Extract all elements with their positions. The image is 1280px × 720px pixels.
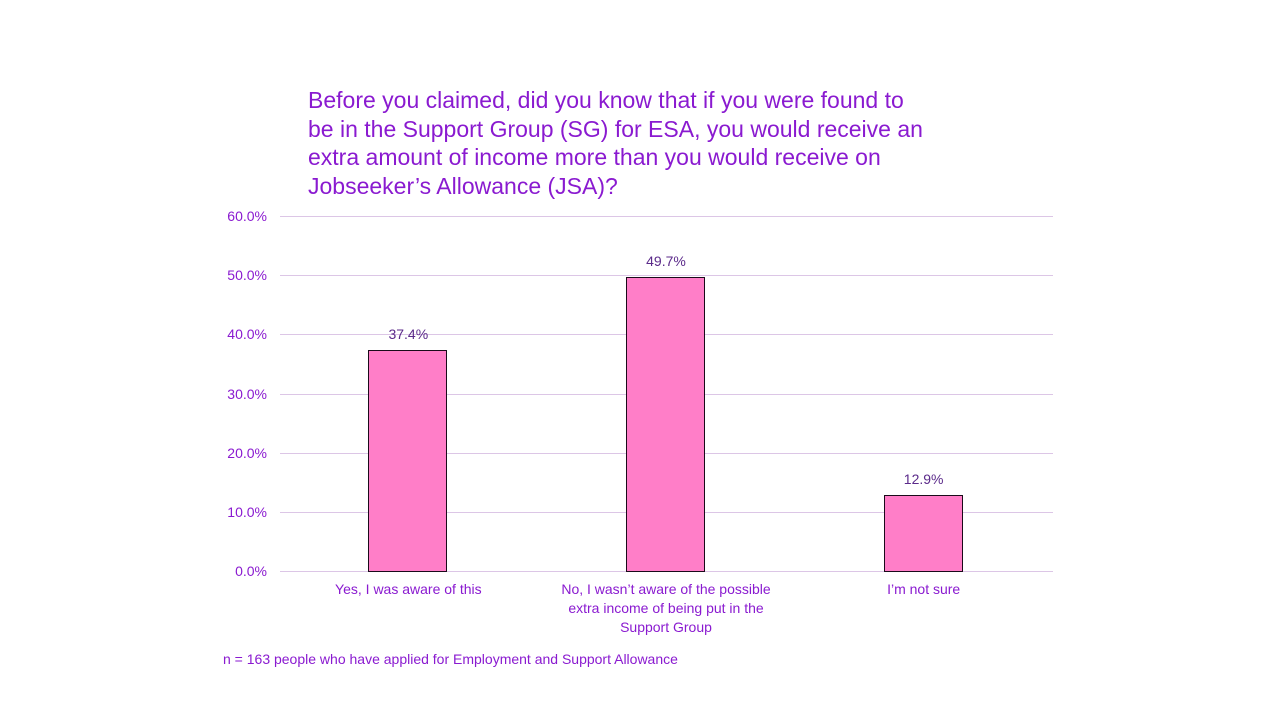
y-tick-label: 30.0%: [227, 385, 267, 402]
bar: [368, 349, 448, 572]
bar: [626, 276, 705, 572]
data-label: 49.7%: [646, 252, 686, 269]
bar: [883, 494, 963, 572]
title-line: be in the Support Group (SG) for ESA, yo…: [308, 115, 923, 142]
y-tick-label: 60.0%: [227, 208, 267, 224]
title-line: Jobseeker’s Allowance (JSA)?: [308, 172, 618, 199]
y-tick-label: 20.0%: [227, 444, 267, 461]
y-tick-label: 50.0%: [227, 267, 267, 284]
title-line: Before you claimed, did you know that if…: [308, 87, 904, 113]
data-label: 12.9%: [903, 470, 944, 487]
x-tick-label: No, I wasn’t aware of the possible extra …: [561, 581, 771, 635]
title-line: extra amount of income more than you wou…: [308, 144, 881, 170]
x-tick-label: I’m not sure: [887, 581, 961, 597]
data-label: 37.4%: [388, 325, 429, 342]
y-tick-label: 10.0%: [227, 503, 267, 520]
chart-title: Before you claimed, did you know that if…: [308, 86, 1008, 200]
gridline: [280, 275, 1053, 277]
sample-size-note: n = 163 people who have applied for Empl…: [223, 651, 678, 667]
gridline: [280, 216, 1053, 217]
y-tick-label: 0.0%: [235, 563, 267, 579]
x-tick-label: Yes, I was aware of this: [335, 581, 482, 597]
y-tick-label: 40.0%: [227, 326, 267, 343]
